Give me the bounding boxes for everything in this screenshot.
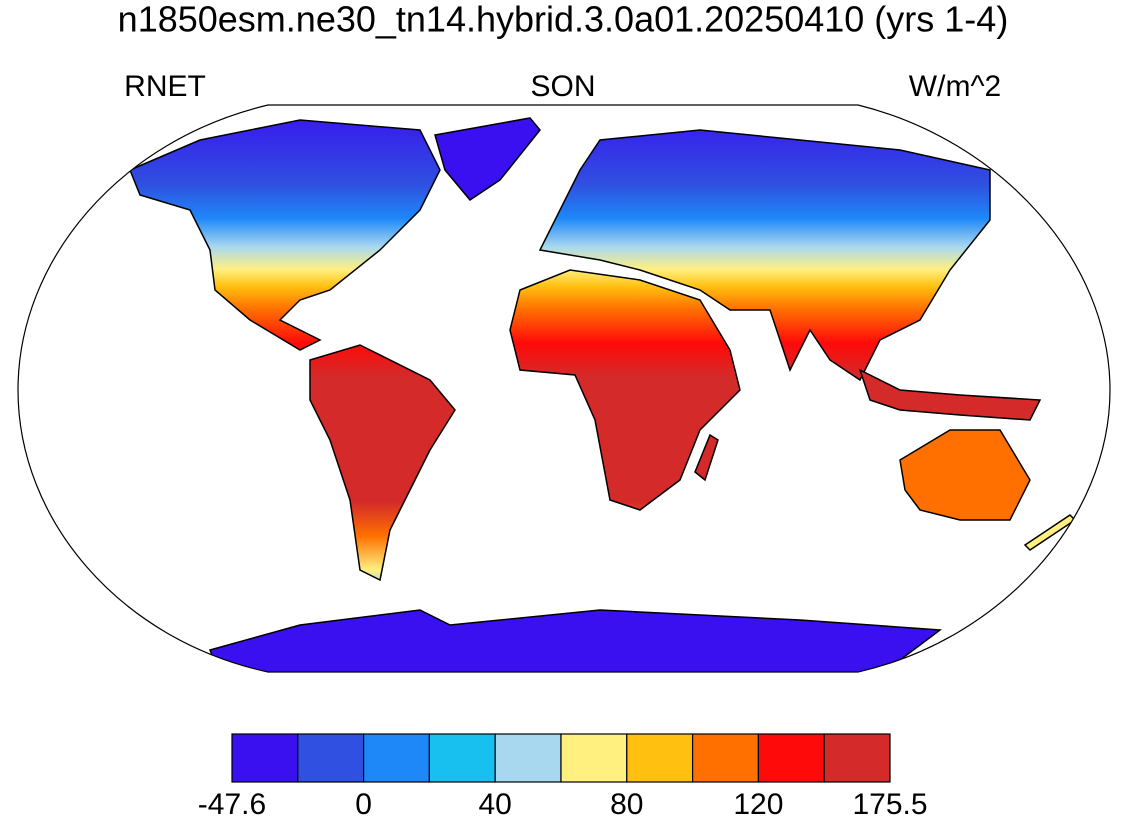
colorbar-box	[363, 733, 431, 783]
units-label: W/m^2	[909, 70, 1001, 103]
variable-label: RNET	[124, 70, 206, 103]
colorbar-label: 40	[479, 788, 512, 821]
colorbar-label: 175.5	[852, 788, 927, 821]
australia	[899, 429, 1031, 521]
colorbar-box	[626, 733, 694, 783]
colorbar-label: 0	[355, 788, 372, 821]
colorbar: -47.6 0 40 80 120 175.5	[198, 733, 928, 821]
north-america	[129, 119, 441, 351]
antarctica	[208, 609, 943, 672]
colorbar-box	[823, 733, 891, 783]
title: n1850esm.ne30_tn14.hybrid.3.0a01.2025041…	[118, 0, 1009, 40]
colorbar-box	[560, 733, 628, 783]
greenland	[434, 117, 541, 201]
colorbar-box	[494, 733, 562, 783]
colorbar-box	[297, 733, 365, 783]
africa	[509, 269, 741, 511]
new-zealand	[1023, 514, 1077, 551]
colorbar-box	[231, 733, 299, 783]
south-america	[309, 344, 456, 582]
map-outline	[17, 104, 1111, 673]
colorbar-box	[428, 733, 496, 783]
colorbar-box	[691, 733, 759, 783]
season-label: SON	[530, 70, 595, 103]
maritime-continent	[858, 368, 1042, 421]
colorbar-label: 80	[610, 788, 643, 821]
colorbar-label: 120	[733, 788, 783, 821]
colorbar-label: -47.6	[198, 788, 266, 821]
madagascar	[694, 433, 719, 482]
eurasia	[538, 129, 991, 382]
colorbar-box	[757, 733, 825, 783]
continents	[129, 117, 1077, 672]
